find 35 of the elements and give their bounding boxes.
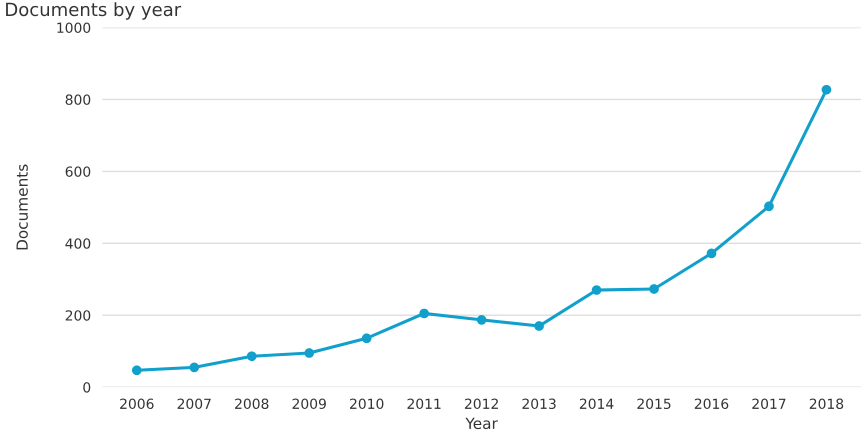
- chart-title: Documents by year: [6, 2, 182, 20]
- y-tick-label: 200: [66, 310, 90, 321]
- x-tick-label: 2008: [235, 398, 268, 410]
- point: [132, 365, 142, 376]
- x-tick-label: 2006: [120, 398, 154, 410]
- point: [362, 333, 372, 344]
- x-tick-label: 2013: [522, 398, 556, 410]
- x-tick-label: 2007: [178, 398, 211, 410]
- y-tick-label: 1000: [57, 22, 90, 33]
- y-tick-label: 600: [66, 166, 90, 177]
- x-tick-label: 2014: [580, 398, 614, 410]
- point: [534, 321, 544, 331]
- x-tick-label: 2009: [292, 398, 326, 410]
- x-tick-label: 2018: [810, 398, 844, 410]
- point: [476, 315, 486, 325]
- point: [189, 362, 200, 372]
- x-tick-label: 2017: [752, 398, 786, 410]
- point: [822, 84, 832, 95]
- x-axis-title: Year: [465, 418, 498, 430]
- point: [246, 351, 257, 362]
- y-axis-title: Documents: [16, 164, 28, 250]
- y-tick-label: 800: [66, 94, 90, 105]
- y-tick-label: 400: [65, 238, 90, 249]
- y-tick-label: 0: [83, 382, 90, 393]
- x-tick-label: 2011: [407, 398, 441, 410]
- point: [304, 348, 314, 358]
- point: [419, 308, 430, 318]
- x-tick-label: 2016: [694, 398, 728, 410]
- point: [592, 285, 602, 295]
- x-tick-label: 2010: [350, 398, 384, 410]
- point: [764, 201, 774, 212]
- point: [706, 248, 716, 258]
- x-tick-label: 2012: [464, 398, 498, 410]
- point: [649, 284, 659, 294]
- x-tick-label: 2015: [637, 398, 670, 410]
